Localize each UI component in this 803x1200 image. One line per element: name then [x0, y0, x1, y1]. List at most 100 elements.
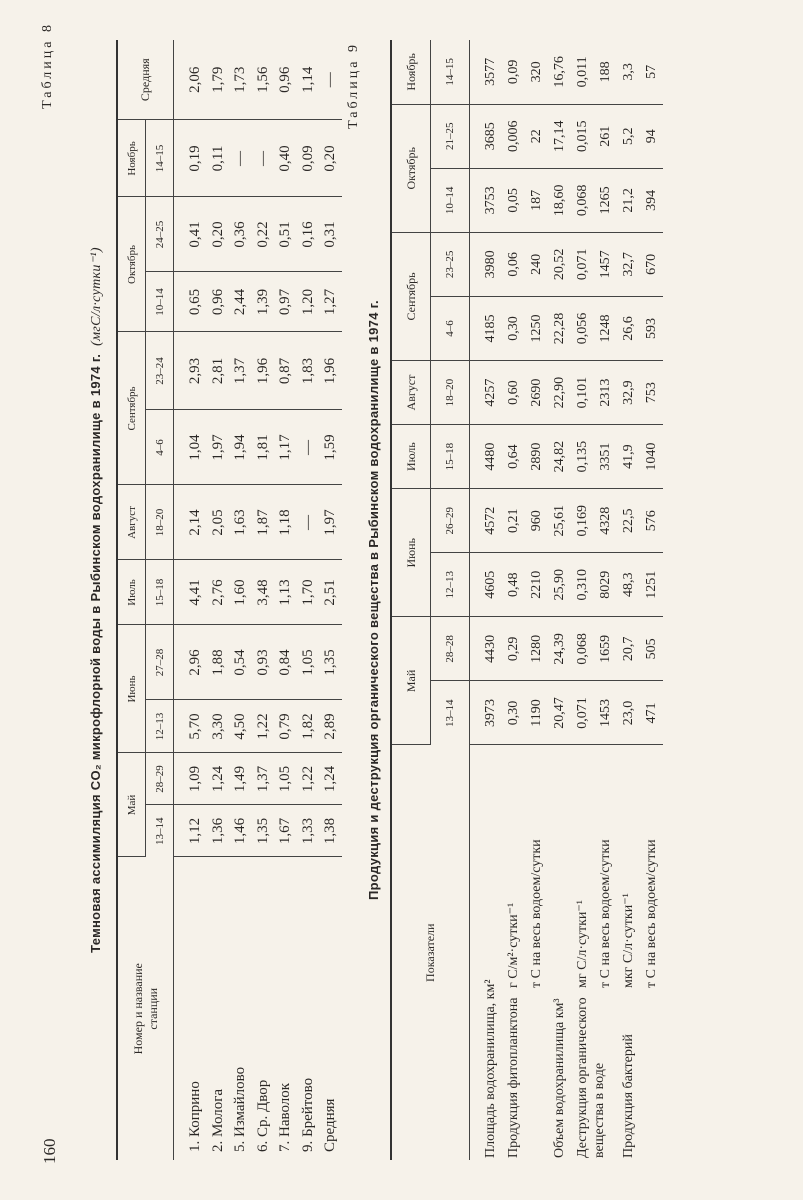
value-cell: 1040 — [640, 424, 663, 489]
value-cell: 1,96 — [319, 331, 342, 410]
value-cell: 1248 — [594, 296, 617, 361]
value-cell: 2690 — [525, 360, 548, 425]
value-cell: 1190 — [525, 680, 548, 745]
station-name: Средняя — [322, 1098, 339, 1152]
value-cell: 1,97 — [319, 484, 342, 560]
value-cell: 593 — [640, 296, 663, 361]
value-cell: 0,60 — [502, 360, 525, 425]
month-header: Октябрь — [117, 196, 146, 332]
value-cell: 1453 — [594, 680, 617, 745]
value-cell: 1,83 — [296, 331, 319, 410]
value-cell: 1,20 — [296, 271, 319, 332]
table8-label: Таблица 8 — [40, 22, 55, 109]
value-cell: 1,18 — [274, 484, 297, 560]
indicator-unit: т С на весь водоем/сутки — [529, 839, 544, 988]
value-cell: 25,61 — [548, 488, 571, 553]
date-header: 21–25 — [430, 104, 470, 169]
value-cell: 1,60 — [229, 559, 252, 625]
value-cell: 5,70 — [173, 700, 207, 753]
value-cell: 188 — [594, 40, 617, 105]
value-cell: 0,071 — [571, 232, 594, 297]
value-cell: 0,21 — [502, 488, 525, 553]
table8-title: Темновая ассимиляция CO₂ микрофлорной во… — [88, 40, 105, 1160]
value-cell: 0,54 — [229, 624, 252, 700]
value-cell: 505 — [640, 616, 663, 681]
value-cell: — — [296, 409, 319, 485]
date-header: 12–13 — [430, 552, 470, 617]
value-cell: 3685 — [469, 104, 502, 169]
indicator-group: Продукция бактерий — [621, 1034, 636, 1158]
indicator-group: Деструкция органического вещества в воде — [575, 997, 607, 1158]
value-cell: 2,81 — [206, 331, 229, 410]
value-cell: 3,30 — [206, 700, 229, 753]
table9-title: Продукция и деструкция органического вещ… — [366, 300, 381, 900]
value-cell: 2,93 — [173, 331, 207, 410]
value-cell: 1,35 — [319, 624, 342, 700]
value-cell: 3,3 — [617, 40, 640, 105]
date-header: 15–18 — [145, 559, 174, 625]
value-cell: 0,41 — [173, 196, 207, 272]
indicator-label: Площадь водохранилища, км² — [483, 979, 498, 1158]
value-cell: 41,9 — [617, 424, 640, 489]
value-cell: 0,84 — [274, 624, 297, 700]
date-header: 27–28 — [145, 624, 174, 700]
date-header: 15–18 — [430, 424, 470, 489]
value-cell: 0,31 — [319, 196, 342, 272]
month-header: Июль — [117, 559, 146, 625]
date-header: 4–6 — [430, 296, 470, 361]
date-header: 14–15 — [145, 119, 174, 197]
station-header: Номер и название станции — [117, 857, 174, 1160]
value-cell: 1,12 — [173, 805, 207, 857]
value-cell: 0,48 — [502, 552, 525, 617]
value-cell: 94 — [640, 104, 663, 169]
value-cell: 1,37 — [229, 331, 252, 410]
date-header: 18–20 — [430, 360, 470, 425]
table-row: Средняя 1,38 1,24 2,89 1,35 2,51 1,97 1,59 1,96 1… — [319, 39, 342, 1160]
value-cell: 1,96 — [251, 331, 274, 410]
value-cell: 22,28 — [548, 296, 571, 361]
value-cell: 0,30 — [502, 296, 525, 361]
date-header: 4–6 — [145, 409, 174, 485]
month-header: Октябрь — [391, 104, 431, 233]
value-cell: 0,09 — [502, 40, 525, 105]
month-header: Май — [391, 616, 431, 745]
value-cell: 0,20 — [206, 196, 229, 272]
date-header: 26–29 — [430, 488, 470, 553]
value-cell: 0,06 — [502, 232, 525, 297]
value-cell: 1,09 — [173, 753, 207, 805]
date-header: 23–25 — [430, 232, 470, 297]
date-header: 10–14 — [145, 271, 174, 332]
value-cell: 32,9 — [617, 360, 640, 425]
indicator-unit: т С на весь водоем/сутки — [598, 839, 613, 988]
table8-units: (мгС/л·сутки⁻¹) — [89, 247, 104, 346]
value-cell: 2,14 — [173, 484, 207, 560]
indicator-group: Продукция фитопланктона — [506, 997, 521, 1159]
value-cell: 1,73 — [229, 39, 252, 120]
table-row: Площадь водохранилища, км² 3973 4430 4605 45… — [469, 40, 502, 1160]
value-cell: 0,87 — [274, 331, 297, 410]
date-header: 14–15 — [430, 40, 470, 105]
date-header: 28–29 — [145, 753, 174, 805]
value-cell: 0,40 — [274, 119, 297, 197]
month-header: Август — [391, 360, 431, 425]
value-cell: 0,09 — [296, 119, 319, 197]
value-cell: 18,60 — [548, 168, 571, 233]
table-row: 9. Брейтово 1,33 1,22 1,82 1,05 1,70— —1,83 1,2… — [296, 39, 319, 1160]
value-cell: 471 — [640, 680, 663, 745]
value-cell: 0,056 — [571, 296, 594, 361]
value-cell: 1,81 — [251, 409, 274, 485]
date-header: 23–24 — [145, 331, 174, 410]
value-cell: 0,29 — [502, 616, 525, 681]
value-cell: 320 — [525, 40, 548, 105]
value-cell: 4328 — [594, 488, 617, 553]
value-cell: 2,44 — [229, 271, 252, 332]
value-cell: 0,068 — [571, 616, 594, 681]
table8-title-text: Темновая ассимиляция CO₂ микрофлорной во… — [88, 353, 103, 953]
date-header: 28–28 — [430, 616, 470, 681]
value-cell: 48,3 — [617, 552, 640, 617]
value-cell: 3,48 — [251, 559, 274, 625]
value-cell: 21,2 — [617, 168, 640, 233]
value-cell: 22,90 — [548, 360, 571, 425]
table-row: Деструкция органического вещества в воде… — [571, 40, 607, 1160]
